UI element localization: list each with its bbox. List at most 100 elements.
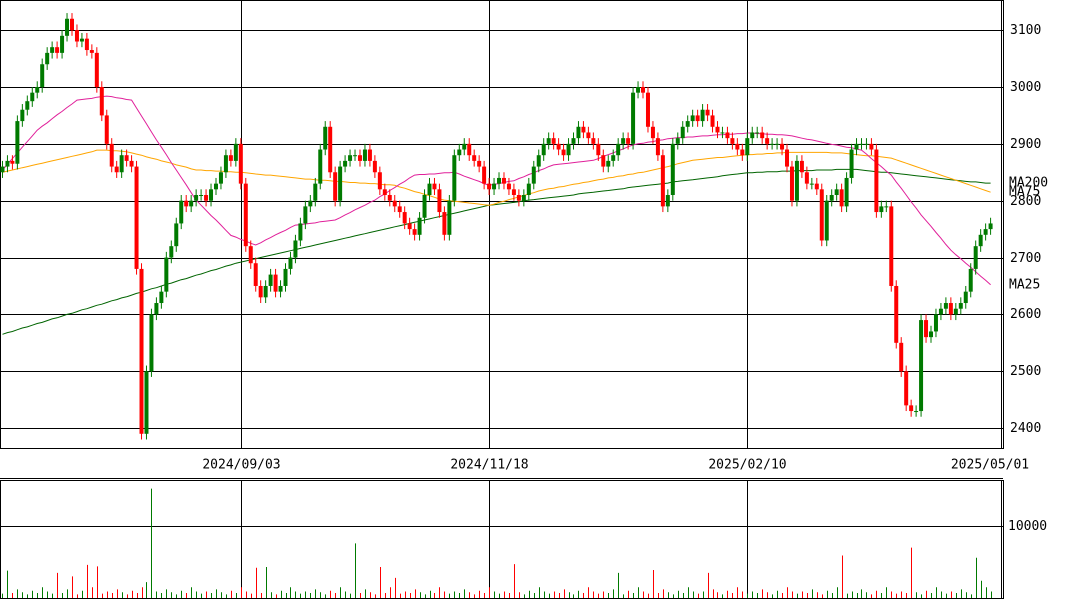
candle-body [814,183,819,190]
candle-body [293,240,298,258]
candle-body [953,308,958,315]
candle-body [313,183,318,201]
candle-body [124,155,129,161]
candle-body [412,229,417,235]
candle-body [487,183,492,190]
candle-body [10,160,15,164]
candle-body [278,285,283,292]
candle-body [869,143,874,150]
candle-body [25,101,30,110]
candle-body [179,200,184,224]
candle-body [606,160,611,167]
candle-body [213,183,218,190]
candle-body [204,195,209,201]
candle-body [253,263,258,286]
legend-label: MA25 [1009,277,1040,292]
candle-body [700,109,705,122]
candle-body [536,155,541,167]
candle-body [69,18,74,31]
candle-body [159,291,164,304]
candle-body [690,115,695,122]
candle-body [263,285,268,298]
candle-body [521,195,526,201]
candle-body [65,18,70,36]
candle-body [983,229,988,235]
candle-body [596,143,601,156]
candle-body [422,195,427,218]
candle-body [675,138,680,144]
candle-body [15,121,20,164]
candle-body [427,183,432,196]
candle-body [745,138,750,156]
candle-body [710,115,715,127]
candle-body [55,47,60,53]
candle-body [874,149,879,213]
candle-body [909,405,914,412]
candle-body [775,143,780,145]
candle-body [432,183,437,190]
candle-body [799,160,804,173]
candle-body [938,308,943,315]
candle-body [104,115,109,144]
candle-body [765,138,770,144]
candle-body [243,183,248,247]
ma-line [2,149,991,206]
y-tick-label: 2700 [1010,251,1041,266]
candle-body [924,320,929,338]
candle-body [129,160,134,167]
candle-body [437,189,442,213]
candle-body [20,109,25,122]
candle-body [973,246,978,269]
candle-body [968,268,973,292]
candle-body [695,115,700,122]
candle-body [586,132,591,139]
candle-body [477,160,482,167]
candle-body [531,166,536,184]
candle-body [933,314,938,332]
candle-body [943,303,948,309]
candle-body [343,160,348,167]
candle-body [785,149,790,167]
x-tick-label: 2024/09/03 [202,458,280,473]
candle-body [492,183,497,190]
candle-body [685,121,690,127]
candle-body [273,274,278,292]
candle-body [382,189,387,196]
candle-body [482,166,487,184]
y-tick-label: 10000 [1008,519,1047,534]
candle-body [94,52,99,87]
candle-body [789,166,794,201]
candle-body [40,64,45,87]
candle-body [134,166,139,269]
candle-body [199,195,204,197]
candle-body [60,35,65,53]
candle-body [218,172,223,184]
candle-body [611,155,616,161]
candle-body [189,200,194,207]
candle-body [516,195,521,201]
candle-body [750,132,755,139]
candle-body [258,285,263,298]
candle-body [149,314,154,372]
candle-body [283,268,288,286]
candle-body [377,172,382,190]
y-tick-label: 2400 [1010,421,1041,436]
candle-body [357,155,362,161]
candle-body [576,126,581,139]
candle-body [715,126,720,133]
candle-body [462,143,467,150]
candle-body [601,155,606,167]
candle-body [511,189,516,196]
y-tick-label: 2900 [1010,137,1041,152]
candle-body [323,126,328,150]
candle-body [551,138,556,144]
candle-body [194,195,199,201]
candle-body [621,138,626,144]
candle-body [780,143,785,150]
candle-body [720,132,725,134]
candle-body [119,155,124,173]
candle-body [546,138,551,144]
candle-body [884,206,889,208]
candle-body [844,177,849,207]
candle-body [561,149,566,156]
